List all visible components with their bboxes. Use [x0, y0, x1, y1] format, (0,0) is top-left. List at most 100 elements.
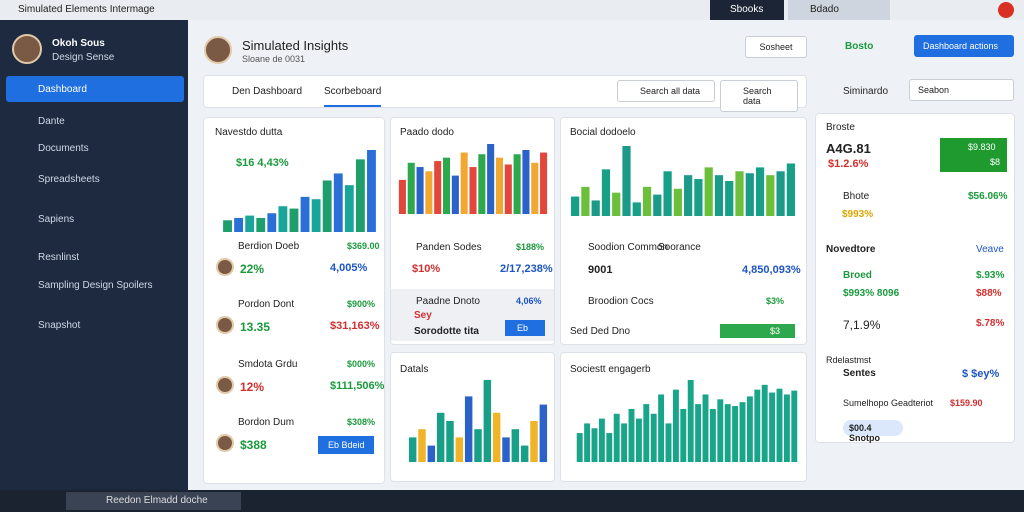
mini-chart [408, 380, 548, 462]
label: 22% [240, 262, 265, 276]
bar [223, 220, 232, 232]
search-box[interactable]: Search all data [617, 80, 715, 102]
label: Bordon Dum [238, 417, 295, 428]
bar [635, 418, 642, 462]
label: Sumelhopo Geadteriot [843, 398, 934, 408]
bar [322, 180, 332, 232]
profile-icon[interactable] [998, 2, 1014, 18]
progress: $3 [720, 324, 795, 338]
bar [643, 404, 650, 462]
label: Veave [976, 244, 1004, 255]
bar [754, 389, 761, 462]
bar [513, 154, 521, 214]
bar [786, 163, 795, 216]
bar [571, 196, 580, 216]
nav-item[interactable]: Spreadsheets [38, 174, 100, 185]
bar [601, 169, 611, 216]
dropdown[interactable]: Seabon [909, 79, 1014, 101]
bar [407, 162, 415, 214]
search-box[interactable]: Search data [720, 80, 798, 112]
label: Sey [414, 310, 432, 321]
bar [746, 396, 753, 462]
nav-item[interactable]: Documents [38, 143, 89, 154]
button[interactable]: Eb [505, 320, 545, 336]
bar [709, 408, 716, 462]
label: $111,506% [330, 380, 385, 392]
label: $88% [976, 288, 1002, 299]
bar [408, 437, 417, 462]
label: $56.06% [968, 191, 1008, 202]
label: Rdelastmst [826, 355, 872, 365]
nav-item[interactable]: Dante [38, 116, 65, 127]
label: 4,06% [516, 296, 542, 306]
bar [464, 396, 473, 462]
tab[interactable]: Sbooks [710, 0, 784, 20]
pill[interactable]: $00.4 Snotpo [843, 420, 903, 443]
label: Broed [843, 270, 872, 281]
bar [783, 394, 790, 462]
user-name: Okoh Sous [52, 38, 105, 49]
bar [769, 392, 776, 462]
avatar [216, 376, 234, 394]
bar [663, 171, 672, 216]
label: 4,005% [330, 262, 368, 274]
bar [724, 404, 731, 462]
tab[interactable]: Den Dashboard [232, 86, 303, 97]
bar [455, 437, 464, 462]
label: Pordon Dont [238, 299, 295, 310]
label: 9001 [588, 264, 613, 276]
nav-item[interactable]: Snapshot [38, 320, 81, 331]
tab[interactable]: Bdado [788, 0, 890, 20]
label: $8 [990, 157, 1001, 167]
card [560, 117, 807, 345]
label: $9.830 [968, 142, 996, 152]
search-label[interactable]: Siminardo [843, 86, 889, 97]
bar [584, 423, 591, 462]
nav-item[interactable]: Sampling Design Spoilers [38, 280, 153, 291]
bar [451, 175, 459, 214]
taskbar-search[interactable]: Reedon Elmadd doche [66, 492, 241, 510]
label: $ $ey% [962, 368, 1000, 380]
label: $1.2.6% [828, 158, 869, 170]
bar [766, 175, 775, 216]
bar [289, 208, 299, 232]
bar [642, 186, 652, 216]
bar [256, 217, 266, 232]
bar [398, 179, 406, 214]
mini-chart [223, 150, 376, 232]
tab[interactable]: Scorbeboard [324, 86, 382, 107]
label: Sociestt engagerb [570, 364, 651, 375]
bar [735, 171, 744, 216]
bar [745, 173, 754, 216]
label: $10% [412, 263, 441, 275]
label: $159.90 [950, 398, 983, 408]
nav-item[interactable]: Resnlinst [38, 252, 80, 263]
label: $31,163% [330, 320, 380, 332]
bar [650, 413, 657, 462]
bar [761, 384, 768, 462]
bar [591, 428, 598, 462]
bar [487, 144, 495, 214]
label: Soorance [658, 242, 701, 253]
label: Novedtore [826, 244, 876, 255]
bar [791, 390, 798, 462]
status[interactable]: Bosto [845, 41, 874, 52]
label: Bocial dodoelo [570, 127, 636, 138]
bar [522, 149, 530, 214]
button[interactable]: Sosheet [745, 36, 807, 58]
bar [469, 167, 477, 214]
bar [531, 162, 539, 214]
bar [502, 437, 510, 462]
bar [355, 159, 365, 232]
label: Broodion Cocs [588, 296, 654, 307]
primary-button[interactable]: Dashboard actions [914, 35, 1014, 57]
title-bar: Simulated Elements Intermage Sbooks Bdad… [0, 0, 1024, 20]
button[interactable]: Eb Bdeid [318, 436, 374, 454]
window-title: Simulated Elements Intermage [18, 4, 155, 15]
avatar [204, 36, 232, 64]
nav-item[interactable]: Sapiens [38, 214, 75, 225]
bar [446, 421, 454, 462]
bar [434, 161, 442, 214]
nav-item[interactable]: Dashboard [6, 76, 184, 102]
label: Sorodotte tita [414, 326, 479, 337]
